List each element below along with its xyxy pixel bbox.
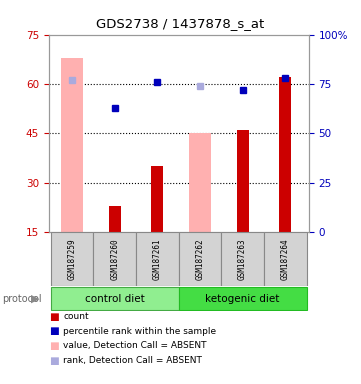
Text: GSM187260: GSM187260 xyxy=(110,238,119,280)
Bar xyxy=(189,134,211,232)
Text: ■: ■ xyxy=(49,312,58,322)
Bar xyxy=(61,58,83,232)
Text: protocol: protocol xyxy=(2,294,42,304)
Text: ■: ■ xyxy=(49,341,58,351)
Bar xyxy=(264,232,306,286)
Text: GSM187262: GSM187262 xyxy=(196,238,204,280)
Text: GSM187263: GSM187263 xyxy=(238,238,247,280)
Text: GSM187264: GSM187264 xyxy=(281,238,290,280)
Text: control diet: control diet xyxy=(85,293,145,304)
Bar xyxy=(221,232,264,286)
Bar xyxy=(109,206,121,232)
Bar xyxy=(136,232,179,286)
Text: GDS2738 / 1437878_s_at: GDS2738 / 1437878_s_at xyxy=(96,17,265,30)
Text: rank, Detection Call = ABSENT: rank, Detection Call = ABSENT xyxy=(63,356,202,365)
Bar xyxy=(51,287,179,310)
Text: GSM187261: GSM187261 xyxy=(153,238,162,280)
Bar xyxy=(279,78,291,232)
Text: percentile rank within the sample: percentile rank within the sample xyxy=(63,327,216,336)
Text: ▶: ▶ xyxy=(31,294,39,304)
Bar xyxy=(179,232,221,286)
Text: ■: ■ xyxy=(49,356,58,366)
Text: ketogenic diet: ketogenic diet xyxy=(205,293,280,304)
Bar xyxy=(93,232,136,286)
Bar xyxy=(151,166,164,232)
Bar xyxy=(51,232,93,286)
Text: ■: ■ xyxy=(49,326,58,336)
Text: GSM187259: GSM187259 xyxy=(68,238,77,280)
Text: count: count xyxy=(63,312,89,321)
Text: value, Detection Call = ABSENT: value, Detection Call = ABSENT xyxy=(63,341,207,351)
Bar xyxy=(179,287,306,310)
Bar xyxy=(237,130,249,232)
